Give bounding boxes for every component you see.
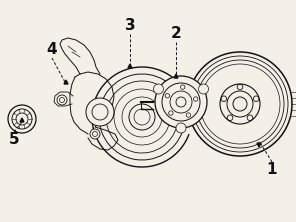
Polygon shape xyxy=(20,118,24,122)
Circle shape xyxy=(186,113,191,117)
Text: 2: 2 xyxy=(170,26,181,42)
Text: 4: 4 xyxy=(47,42,57,57)
Circle shape xyxy=(155,76,207,128)
Circle shape xyxy=(90,129,100,139)
Circle shape xyxy=(188,52,292,156)
Circle shape xyxy=(199,84,208,94)
Text: 3: 3 xyxy=(125,18,135,34)
Text: 5: 5 xyxy=(9,133,19,147)
Polygon shape xyxy=(128,64,132,68)
Circle shape xyxy=(8,105,36,133)
Circle shape xyxy=(57,95,67,105)
Circle shape xyxy=(194,97,198,101)
Circle shape xyxy=(176,123,186,133)
Circle shape xyxy=(86,98,114,126)
Polygon shape xyxy=(174,74,178,78)
Circle shape xyxy=(154,84,163,94)
Circle shape xyxy=(181,85,185,89)
Polygon shape xyxy=(64,80,68,84)
Polygon shape xyxy=(257,143,261,147)
Text: 1: 1 xyxy=(267,163,277,178)
Circle shape xyxy=(169,111,173,115)
Circle shape xyxy=(165,93,170,98)
